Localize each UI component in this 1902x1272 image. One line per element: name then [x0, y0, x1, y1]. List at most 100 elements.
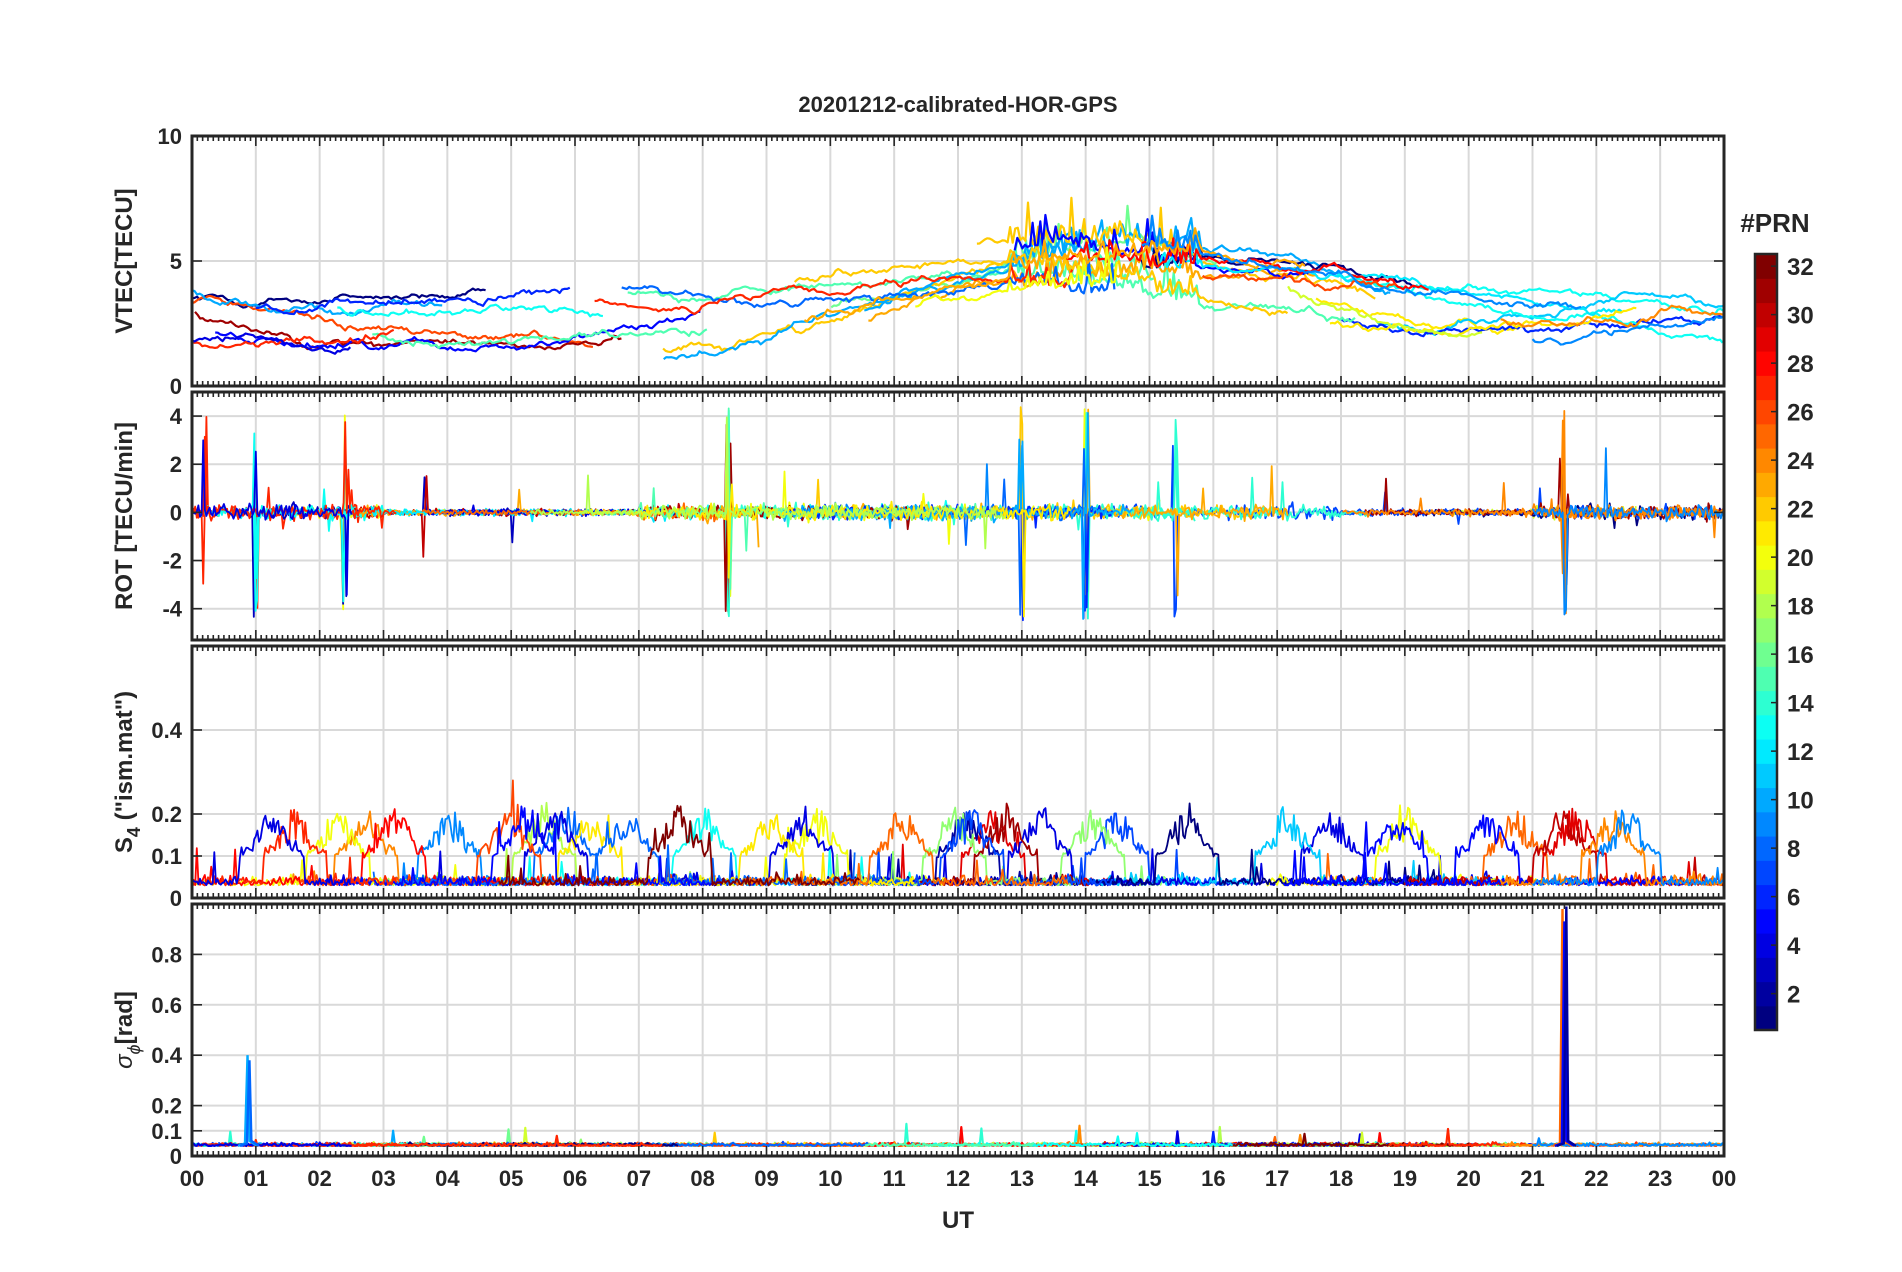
colorbar-tick-label: 18	[1787, 594, 1814, 621]
colorbar-bin-4	[1755, 933, 1777, 958]
x-tick-label: 18	[1329, 1166, 1353, 1191]
colorbar-bin-19	[1755, 569, 1777, 595]
colorbar-bin-18	[1755, 593, 1777, 619]
x-tick-label: 08	[690, 1166, 714, 1191]
sigma_phi-ytick-label: 0.2	[151, 1094, 182, 1119]
colorbar-bin-22	[1755, 496, 1777, 522]
x-tick-label: 05	[499, 1166, 523, 1191]
vtec-series-prn-9	[1531, 315, 1724, 346]
colorbar-bin-23	[1755, 472, 1777, 498]
colorbar-bin-13	[1755, 714, 1777, 740]
colorbar-tick-label: 28	[1787, 351, 1814, 378]
vtec-series-prn-11	[1375, 291, 1724, 336]
s4-ytick-label: 0	[170, 886, 182, 911]
vtec-series-prn-21	[1329, 306, 1637, 337]
vtec-y-axis-label: VTEC[TECU]	[111, 188, 138, 333]
chart-title: 20201212-calibrated-HOR-GPS	[798, 92, 1117, 117]
colorbar-bin-17	[1755, 617, 1777, 643]
colorbar-tick-label: 8	[1787, 836, 1800, 863]
panel-s4: 0 0.1 0.2 0.4 S4 ("ism.mat")	[111, 644, 1726, 911]
vtec-series-prn-19	[1287, 285, 1483, 338]
s4-series-prn-27	[192, 808, 398, 887]
rot-ytick-label: -4	[162, 597, 182, 622]
vtec-ytick-label: 10	[158, 124, 182, 149]
x-tick-label: 21	[1520, 1166, 1544, 1191]
vtec-series-prn-10	[864, 216, 1391, 312]
rot-ytick-label: 4	[170, 404, 183, 429]
colorbar-bin-9	[1755, 811, 1777, 837]
colorbar-bin-7	[1755, 860, 1777, 886]
rot-series-group	[192, 406, 1724, 622]
colorbar-bin-32	[1755, 254, 1777, 279]
x-tick-label: 06	[563, 1166, 587, 1191]
colorbar-tick-label: 26	[1787, 400, 1814, 427]
sigma_phi-ytick-label: 0.6	[151, 993, 182, 1018]
rot-series-prn-4	[192, 439, 353, 596]
sigma_phi-series-prn-9	[1532, 1137, 1724, 1147]
colorbar-tick-label: 30	[1787, 303, 1814, 330]
colorbar-bin-29	[1755, 326, 1777, 352]
vtec-series-prn-20	[915, 246, 1119, 308]
x-axis-label: UT	[942, 1207, 974, 1234]
colorbar-tick-label: 4	[1787, 933, 1801, 960]
colorbar-tick-label: 6	[1787, 885, 1800, 912]
colorbar-bin-24	[1755, 448, 1777, 473]
rot-ytick-label: 2	[170, 452, 182, 477]
colorbar-bin-12	[1755, 739, 1777, 764]
s4-y-axis-label: S4 ("ism.mat")	[111, 691, 144, 853]
colorbar-bin-8	[1755, 836, 1777, 861]
panel-rot: -4 -2 0 2 4 ROT [TECU/min]	[111, 390, 1726, 642]
colorbar-bin-2	[1755, 981, 1777, 1007]
rot-y-axis-label: ROT [TECU/min]	[111, 422, 138, 610]
vtec-series-prn-6	[255, 286, 571, 316]
x-tick-label: 01	[244, 1166, 268, 1191]
colorbar-bin-5	[1755, 908, 1777, 934]
s4-series-group	[192, 779, 1724, 887]
colorbar-tick-label: 14	[1787, 691, 1814, 718]
colorbar-bin-1	[1755, 1005, 1777, 1031]
s4-series-prn-4	[192, 814, 352, 887]
sigma_phi-series-group	[192, 906, 1724, 1148]
colorbar-tick-label: 20	[1787, 545, 1814, 572]
colorbar-tick-label: 22	[1787, 497, 1814, 524]
colorbar-bin-6	[1755, 884, 1777, 910]
colorbar-tick-label: 12	[1787, 739, 1814, 766]
rot-ytick-label: 0	[170, 500, 182, 525]
x-tick-label: 20	[1456, 1166, 1480, 1191]
vtec-series-prn-4	[192, 332, 352, 355]
colorbar-tick-label: 24	[1787, 448, 1814, 475]
x-tick-label: 14	[1073, 1166, 1098, 1191]
rot-ytick-label: -2	[162, 549, 182, 574]
colorbar-bin-14	[1755, 690, 1777, 716]
rot-series-prn-18	[529, 416, 1006, 550]
colorbar-bin-31	[1755, 278, 1777, 304]
colorbar-bin-21	[1755, 520, 1777, 546]
x-tick-label: 02	[307, 1166, 331, 1191]
x-tick-label: 03	[371, 1166, 395, 1191]
x-tick-label: 11	[883, 1166, 906, 1191]
vtec-ytick-label: 5	[170, 249, 182, 274]
x-tick-label: 19	[1393, 1166, 1417, 1191]
colorbar-bin-30	[1755, 302, 1777, 328]
sigma_phi-ytick-label: 0.1	[151, 1119, 182, 1144]
vtec-series-prn-15	[372, 327, 708, 349]
x-tick-label: 12	[946, 1166, 970, 1191]
x-tick-label: 22	[1584, 1166, 1608, 1191]
colorbar-title: #PRN	[1740, 208, 1809, 238]
s4-series-prn-5	[1282, 821, 1508, 887]
colorbar-bin-11	[1755, 763, 1777, 789]
colorbar-tick-label: 2	[1787, 982, 1800, 1009]
colorbar-bin-16	[1755, 642, 1777, 667]
vtec-series-prn-27	[192, 328, 395, 349]
colorbar-bin-27	[1755, 375, 1777, 401]
x-tick-label: 13	[1010, 1166, 1034, 1191]
vtec-series-prn-26	[1202, 272, 1397, 292]
vtec-series-prn-22	[662, 249, 1014, 354]
sigma_phi-ytick-label: 0	[170, 1144, 182, 1169]
x-tick-label: 09	[754, 1166, 778, 1191]
s4-ytick-label: 0.4	[151, 718, 182, 743]
colorbar-bin-25	[1755, 423, 1777, 449]
